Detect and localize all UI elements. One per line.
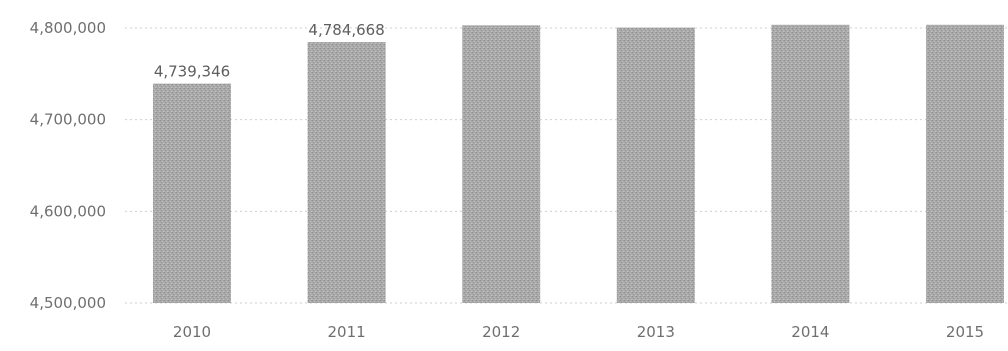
y-axis: 4,500,000 4,600,000 4,700,000 4,800,000 — [30, 19, 106, 312]
y-tick-label: 4,800,000 — [30, 19, 106, 37]
x-axis: 2010 2011 2012 2013 2014 2015 — [173, 323, 984, 341]
bar-2010 — [153, 83, 231, 303]
data-labels: 4,739,346 4,784,668 — [154, 21, 385, 81]
data-label-2010: 4,739,346 — [154, 63, 230, 81]
x-tick-label: 2011 — [328, 323, 366, 341]
data-label-2011: 4,784,668 — [308, 21, 384, 39]
gridlines — [125, 27, 1008, 304]
x-tick-label: 2013 — [637, 323, 675, 341]
bar-2012 — [462, 25, 541, 303]
bar-2013 — [616, 27, 695, 304]
y-tick-label: 4,600,000 — [30, 202, 106, 220]
x-tick-label: 2010 — [173, 323, 211, 341]
bar-2011 — [307, 42, 386, 304]
y-tick-label: 4,700,000 — [30, 111, 106, 129]
bar-2014 — [771, 24, 850, 304]
bar-2015 — [926, 24, 1004, 304]
x-tick-label: 2014 — [791, 323, 829, 341]
y-tick-label: 4,500,000 — [30, 294, 106, 312]
bars — [153, 24, 1004, 304]
x-tick-label: 2015 — [946, 323, 984, 341]
x-tick-label: 2012 — [482, 323, 520, 341]
